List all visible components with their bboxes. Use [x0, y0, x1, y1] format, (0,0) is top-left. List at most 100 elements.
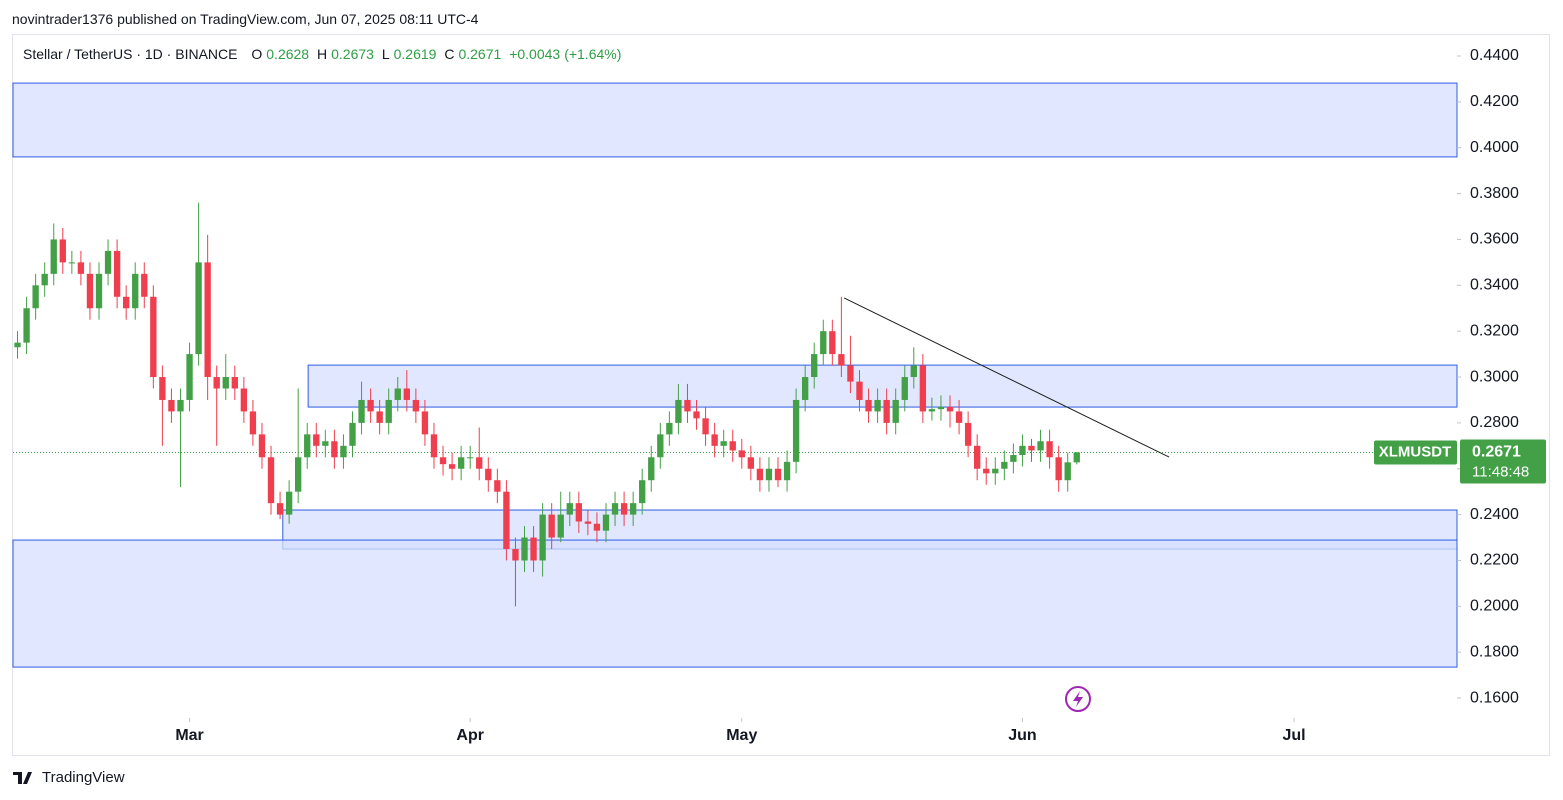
candle-body	[648, 457, 655, 481]
last-price: 0.2671	[1472, 444, 1521, 461]
candle-body	[267, 457, 275, 504]
candle-body	[331, 441, 338, 458]
y-tick-label: 0.3800	[1470, 185, 1519, 202]
candle-body	[14, 342, 21, 348]
candle-body	[168, 399, 175, 412]
candle-body	[122, 296, 130, 309]
candle-body	[964, 422, 972, 446]
y-tick-label: 0.2800	[1470, 414, 1519, 431]
candle-body	[141, 273, 148, 297]
candle-body	[801, 377, 809, 400]
candle-body	[892, 399, 899, 423]
candle-body	[195, 262, 202, 355]
candle-body	[620, 503, 628, 515]
candle-body	[1010, 454, 1017, 462]
x-tick-label: Jul	[1282, 727, 1305, 744]
candle-body	[865, 399, 872, 412]
candle-body	[856, 381, 863, 400]
candle-body	[77, 262, 85, 274]
candle-body	[657, 434, 664, 458]
candle-body	[249, 411, 257, 435]
ohlc-key: H	[316, 46, 328, 62]
candle-body	[457, 457, 465, 469]
candle-body	[494, 480, 501, 492]
candle-body	[702, 418, 709, 435]
candle-body	[611, 503, 619, 515]
y-tick-label: 0.3200	[1470, 322, 1519, 339]
candle-body	[720, 441, 727, 446]
candle-body	[575, 503, 582, 522]
candle-body	[1001, 461, 1008, 469]
candle-body	[946, 406, 954, 412]
y-tick-label: 0.3000	[1470, 368, 1519, 385]
candle-body	[566, 503, 573, 515]
candle-body	[792, 399, 800, 462]
candle-body	[295, 457, 302, 492]
candle-body	[756, 468, 764, 481]
candle-body	[992, 468, 999, 474]
y-tick-label: 0.2000	[1470, 598, 1519, 615]
candle-body	[285, 491, 293, 515]
change-pct: (+1.64%)	[564, 46, 622, 62]
candle-body	[367, 399, 374, 412]
symbol-title: Stellar / TetherUS · 1D · BINANCE	[23, 46, 238, 62]
candle-body	[467, 457, 474, 459]
price-badge	[1460, 439, 1546, 484]
candle-body	[1046, 441, 1053, 458]
candle-body	[276, 503, 284, 515]
candle-body	[421, 411, 429, 435]
candle-body	[304, 434, 311, 458]
candle-body	[512, 549, 519, 561]
logo	[13, 772, 32, 784]
candle-body	[340, 445, 347, 458]
candle-body	[32, 285, 39, 309]
candle-body	[838, 354, 845, 366]
candle-body	[548, 514, 555, 538]
ohlc-value: 0.2673	[331, 46, 374, 62]
candle-body	[150, 296, 157, 378]
candle-body	[675, 399, 682, 423]
candle-body	[919, 365, 927, 412]
y-tick-label: 0.3400	[1470, 277, 1519, 294]
candle-body	[928, 409, 936, 412]
candle-body	[113, 250, 121, 297]
ohlc-key: C	[444, 46, 455, 62]
candle-body	[666, 422, 673, 435]
candle-body	[910, 365, 917, 378]
candle-body	[955, 411, 963, 423]
candle-body	[684, 399, 691, 412]
candle-body	[1028, 445, 1035, 451]
y-tick-label: 0.4400	[1470, 47, 1519, 64]
ohlc-value: 0.2628	[266, 46, 310, 62]
trend-line	[843, 297, 1170, 458]
candle-body	[937, 406, 945, 410]
symbol-label: XLMUSDT	[1379, 443, 1452, 460]
candle-body	[186, 354, 193, 400]
candle-body	[485, 468, 492, 481]
published-line: novintrader1376 published on TradingView…	[12, 11, 479, 27]
candle-body	[820, 331, 827, 355]
brand: TradingView	[42, 769, 125, 786]
candle-body	[41, 273, 48, 286]
candle-body	[602, 514, 610, 531]
ohlc-value: 0.2671	[458, 46, 502, 62]
candle-body	[1055, 457, 1062, 481]
candle-body	[86, 273, 94, 309]
candle-body	[358, 399, 365, 423]
x-tick-label: May	[726, 727, 757, 744]
candle-body	[95, 273, 103, 309]
y-tick-label: 0.3600	[1470, 231, 1519, 248]
frame	[12, 34, 1550, 756]
candle-body	[476, 457, 483, 469]
x-tick-label: Mar	[175, 727, 203, 744]
candle-body	[1073, 452, 1080, 463]
candle-body	[177, 399, 184, 412]
candle-body	[639, 480, 646, 504]
y-tick-label: 0.4000	[1470, 139, 1519, 156]
candle-body	[448, 464, 456, 469]
candle-body	[376, 411, 383, 423]
candle-body	[847, 365, 854, 382]
x-tick-label: Jun	[1008, 727, 1036, 744]
candle-body	[901, 377, 908, 400]
